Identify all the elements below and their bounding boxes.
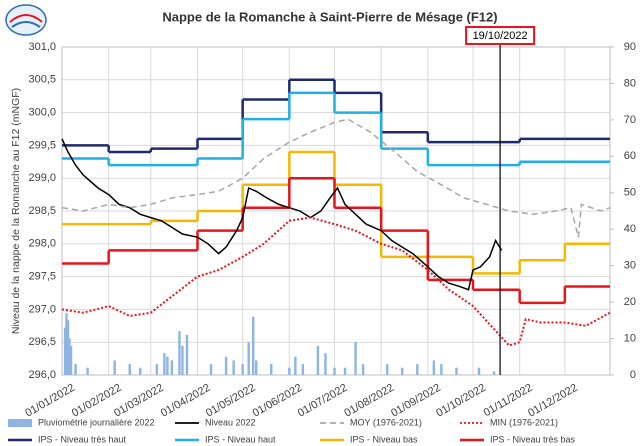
- bar: [209, 364, 213, 375]
- bar: [288, 367, 291, 375]
- y-tick-label: 297,5: [28, 271, 56, 283]
- x-tick-label: 01/04/2022: [159, 382, 213, 420]
- y2-tick-label: 20: [624, 296, 636, 308]
- y-tick-label: 298,0: [28, 238, 56, 250]
- bar: [301, 364, 305, 375]
- line: [61, 216, 611, 347]
- bar: [128, 364, 131, 375]
- legend-label: Niveau 2022: [205, 417, 256, 427]
- logo: [5, 4, 47, 36]
- bar: [185, 334, 189, 375]
- y2-tick-label: 0: [630, 369, 636, 381]
- line: [61, 138, 503, 291]
- bar: [224, 356, 228, 375]
- legend-label: MOY (1976-2021): [350, 417, 422, 427]
- bar: [316, 345, 320, 375]
- bar: [178, 331, 181, 375]
- x-tick-label: 01/10/2022: [434, 382, 488, 420]
- x-tick-label: 01/08/2022: [342, 382, 396, 420]
- bar: [251, 316, 255, 375]
- legend-swatch: [8, 419, 32, 427]
- annotation-box: [465, 26, 536, 45]
- y2-tick-label: 10: [624, 332, 636, 344]
- y-tick-label: 299,5: [28, 139, 56, 151]
- y-tick-label: 301,0: [28, 41, 56, 53]
- bar: [416, 364, 419, 375]
- y2-tick-label: 40: [624, 223, 636, 235]
- bar: [455, 367, 458, 375]
- bar: [181, 345, 184, 375]
- bar: [385, 364, 389, 375]
- x-tick-label: 01/06/2022: [251, 382, 305, 420]
- legend-label: Pluviométrie journalière 2022: [38, 417, 155, 427]
- bar: [155, 364, 159, 375]
- legend-label: IPS - Niveau haut: [205, 434, 276, 444]
- bar: [247, 342, 250, 375]
- bar: [113, 360, 116, 375]
- legend-label: IPS - Niveau très bas: [490, 434, 576, 444]
- annotation-label: 19/10/2022: [473, 30, 528, 42]
- bar: [270, 364, 273, 375]
- y-tick-label: 297,0: [28, 303, 56, 315]
- legend-label: IPS - Niveau bas: [350, 434, 418, 444]
- bar: [492, 371, 496, 375]
- bar: [440, 364, 443, 375]
- bar: [477, 367, 481, 375]
- legend-label: IPS - Niveau très haut: [38, 434, 127, 444]
- bar: [401, 367, 404, 375]
- bar: [65, 313, 68, 375]
- bar: [68, 338, 71, 375]
- y2-tick-label: 90: [624, 41, 636, 53]
- line: [61, 118, 611, 238]
- y-tick-label: 299,0: [28, 172, 56, 184]
- x-tick-label: 01/07/2022: [296, 382, 350, 420]
- bar: [66, 320, 70, 375]
- y2-tick-label: 50: [624, 187, 636, 199]
- bar: [354, 342, 357, 375]
- bar: [333, 367, 336, 375]
- bar: [294, 356, 297, 375]
- y-axis-title: Niveau de la nappe de la Romanche au F12…: [10, 88, 22, 334]
- bar: [432, 360, 436, 375]
- bar: [343, 367, 347, 375]
- y2-tick-label: 30: [624, 260, 636, 272]
- bar: [86, 367, 89, 375]
- y-tick-label: 300,5: [28, 74, 56, 86]
- x-tick-label: 01/05/2022: [204, 382, 258, 420]
- bar: [232, 360, 235, 375]
- y-tick-label: 298,5: [28, 205, 56, 217]
- x-tick-label: 01/11/2022: [482, 382, 535, 420]
- x-tick-label: 01/09/2022: [389, 382, 443, 420]
- bar: [170, 360, 174, 375]
- x-tick-label: 01/01/2022: [23, 382, 77, 420]
- bar: [255, 360, 258, 375]
- bar: [69, 345, 73, 375]
- chart-title: Nappe de la Romanche à Saint-Pierre de M…: [162, 9, 497, 24]
- y2-tick-label: 60: [624, 150, 636, 162]
- y2-tick-label: 80: [624, 77, 636, 89]
- y-tick-label: 296,5: [28, 336, 56, 348]
- x-tick-label: 01/12/2022: [526, 382, 580, 420]
- bar: [324, 353, 327, 375]
- legend-label: MIN (1976-2021): [490, 417, 558, 427]
- bar: [241, 364, 244, 375]
- y-tick-label: 296,0: [28, 369, 56, 381]
- bar: [163, 353, 166, 375]
- y-tick-label: 300,0: [28, 107, 56, 119]
- plot-frame: [61, 46, 611, 376]
- bar: [74, 364, 77, 375]
- bar: [361, 364, 365, 375]
- bar: [166, 356, 169, 375]
- bar: [63, 327, 67, 375]
- y2-tick-label: 70: [624, 114, 636, 126]
- bar: [139, 367, 142, 375]
